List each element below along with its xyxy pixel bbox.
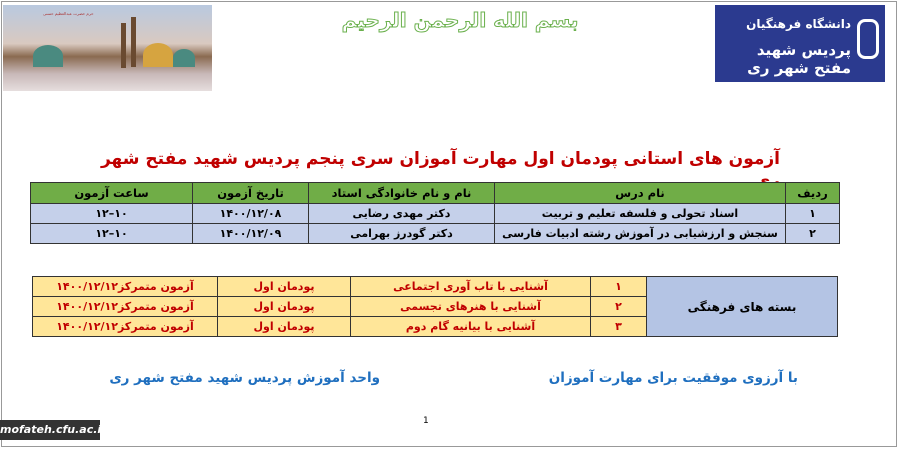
page-number: 1 (423, 416, 429, 426)
table-row: ۲ سنجش و ارزشیابی در آموزش رشته ادبیات ف… (30, 223, 840, 244)
table-row: ۱ اسناد تحولی و فلسفه تعلیم و تربیت دکتر… (30, 203, 840, 224)
cell: اسناد تحولی و فلسفه تعلیم و تربیت (494, 203, 786, 224)
cell: پودمان اول (217, 296, 351, 317)
cell: آزمون متمرکز۱۴۰۰/۱۲/۱۲ (32, 316, 218, 337)
exam-table: ردیف نام درس نام و نام خانوادگی استاد تا… (30, 182, 840, 244)
logo-line2: پردیس شهید مفتح شهر ری (747, 41, 851, 77)
cell: ۱۴۰۰/۱۲/۰۸ (192, 203, 309, 224)
table-row: ۳ آشنایی با بیانیه گام دوم پودمان اول آز… (32, 316, 838, 337)
watermark[interactable]: mofateh.cfu.ac.ir (0, 420, 107, 440)
table-header-row: ردیف نام درس نام و نام خانوادگی استاد تا… (30, 182, 840, 204)
logo-mark-icon (857, 19, 879, 59)
cell: آزمون متمرکز۱۴۰۰/۱۲/۱۲ (32, 296, 218, 317)
cell: پودمان اول (217, 316, 351, 337)
cell: ۳ (590, 316, 647, 337)
header-cell: نام و نام خانوادگی استاد (308, 182, 495, 204)
cell: ۲ (590, 296, 647, 317)
cell: سنجش و ارزشیابی در آموزش رشته ادبیات فار… (494, 223, 786, 244)
footer-unit: واحد آموزش پردیس شهید مفتح شهر ری (109, 370, 380, 386)
header-cell: تاریخ آزمون (192, 182, 309, 204)
table-row: بسته های فرهنگی ۱ آشنایی با تاب آوری اجت… (32, 276, 838, 337)
group-cell: بسته های فرهنگی (646, 276, 838, 337)
cell: دکتر گودرز بهرامی (308, 223, 495, 244)
cell: دکتر مهدی رضایی (308, 203, 495, 224)
footer-wish: با آرزوی موفقیت برای مهارت آموزان (548, 370, 798, 386)
header-cell: نام درس (494, 182, 786, 204)
table-row: ۲ آشنایی با هنرهای تجسمی پودمان اول آزمو… (32, 296, 838, 317)
cell: ۱۰–۱۲ (30, 223, 193, 244)
university-logo: دانشگاه فرهنگیان پردیس شهید مفتح شهر ری (715, 5, 885, 82)
shrine-photo: حرم حضرت عبدالعظیم حسنی (3, 5, 212, 91)
photo-caption: حرم حضرت عبدالعظیم حسنی (43, 11, 94, 16)
cell: آزمون متمرکز۱۴۰۰/۱۲/۱۲ (32, 276, 218, 297)
cell: ۲ (785, 223, 840, 244)
bismillah: بسم الله الرحمن الرحیم (341, 8, 579, 33)
cell: ۱ (590, 276, 647, 297)
header-cell: ساعت آزمون (30, 182, 193, 204)
culture-table: بسته های فرهنگی ۱ آشنایی با تاب آوری اجت… (32, 276, 838, 337)
cell: آشنایی با هنرهای تجسمی (350, 296, 591, 317)
cell: آشنایی با تاب آوری اجتماعی (350, 276, 591, 297)
logo-line1: دانشگاه فرهنگیان (746, 17, 851, 31)
cell: ۱۰–۱۲ (30, 203, 193, 224)
header-cell: ردیف (785, 182, 840, 204)
cell: پودمان اول (217, 276, 351, 297)
cell: ۱ (785, 203, 840, 224)
cell: آشنایی با بیانیه گام دوم (350, 316, 591, 337)
cell: ۱۴۰۰/۱۲/۰۹ (192, 223, 309, 244)
